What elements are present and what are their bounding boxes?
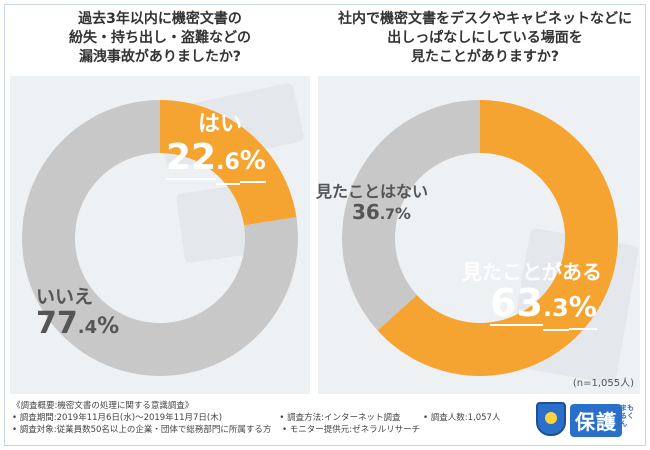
value-no-sign: %	[97, 314, 120, 339]
survey-target: • 調査対象:従業員数50名以上の企業・団体で総務部門に所属する方	[12, 425, 272, 435]
value-not-seen-dec: .7	[379, 207, 395, 223]
label-seen-name: 見たことがある	[462, 260, 602, 284]
shield-icon	[536, 402, 566, 436]
label-no: いいえ	[36, 282, 93, 309]
value-yes-sign: %	[239, 141, 266, 183]
survey-count: • 調査人数:1,057人	[423, 413, 501, 423]
question-2-text: 社内で機密文書をデスクやキャビネットなどに 出しっぱなしにしている場面を 見たこ…	[338, 11, 632, 65]
question-1: 過去3年以内に機密文書の 紛失・持ち出し・盗難などの 漏洩事故がありましたか?	[10, 10, 310, 67]
donut-slice-primary	[160, 100, 297, 226]
label-seen: 見たことがある	[462, 256, 602, 285]
value-no-dec: .4	[77, 317, 98, 338]
donut-chart-leak-incidents	[21, 100, 298, 377]
label-yes: はい	[198, 106, 242, 138]
logo-subtext: まもるくん	[620, 404, 634, 428]
value-not-seen-int: 36	[352, 200, 380, 224]
question-2: 社内で機密文書をデスクやキャビネットなどに 出しっぱなしにしている場面を 見たこ…	[330, 10, 640, 67]
label-not-seen-name: 見たことはない	[316, 182, 429, 201]
value-seen-dec: .3	[542, 287, 569, 331]
question-1-text: 過去3年以内に機密文書の 紛失・持ち出し・盗難などの 漏洩事故がありましたか?	[69, 11, 251, 65]
value-seen-int: 63	[490, 281, 543, 326]
value-no: 77.4%	[36, 306, 119, 341]
value-yes: 22.6%	[166, 138, 266, 185]
logo-text: 保護	[570, 404, 622, 437]
donut-slice-secondary	[341, 100, 480, 331]
value-no-int: 77	[36, 306, 78, 341]
survey-period: • 調査期間:2019年11月6日(水)〜2019年11月7日(木)	[12, 413, 223, 423]
value-yes-dec: .6	[216, 143, 240, 185]
label-not-seen: 見たことはない	[316, 178, 428, 202]
survey-method: • 調査方法:インターネット調査	[279, 413, 401, 423]
brand-logo: 保護 まもるくん	[536, 400, 636, 440]
label-no-name: いいえ	[36, 286, 94, 308]
survey-provider: • モニター提供元:ゼネラルリサーチ	[282, 425, 421, 435]
sample-size-note: (n=1,055人)	[572, 378, 634, 389]
survey-summary: 《調査概要:機密文書の処理に関する意識調査》 • 調査期間:2019年11月6日…	[12, 400, 532, 436]
value-yes-int: 22	[166, 137, 217, 180]
value-not-seen-sign: %	[394, 204, 411, 223]
value-not-seen: 36.7%	[352, 200, 411, 224]
donut-chart-documents-left-out	[341, 100, 618, 376]
donut-slice-primary	[377, 100, 618, 376]
value-seen-sign: %	[568, 286, 597, 330]
survey-title: 《調査概要:機密文書の処理に関する意識調査》	[12, 401, 194, 411]
value-seen: 63.3%	[490, 282, 597, 331]
label-yes-name: はい	[198, 112, 243, 137]
donut-slice-secondary	[21, 100, 298, 377]
